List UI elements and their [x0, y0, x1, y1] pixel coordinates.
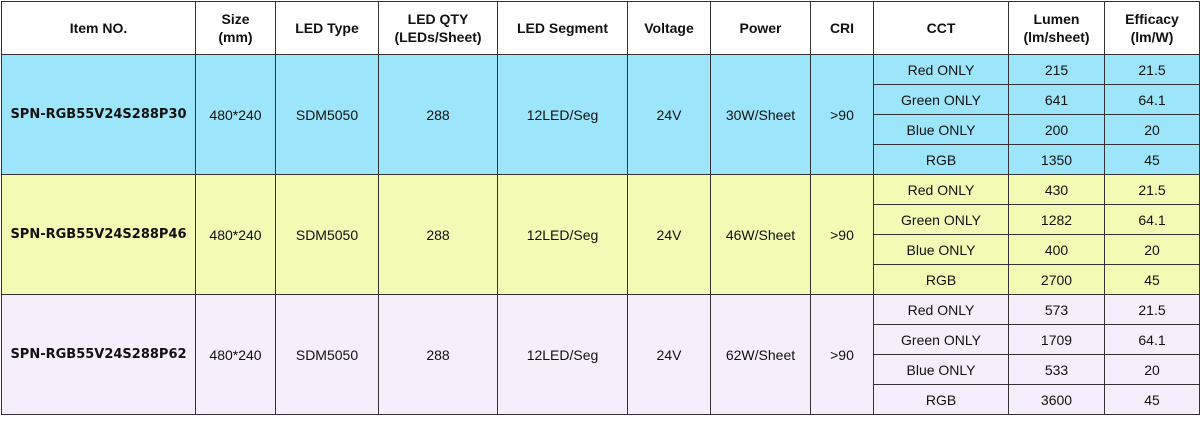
header-power: Power	[710, 1, 811, 55]
cell-power: 46W/Sheet	[710, 174, 811, 295]
header-cri: CRI	[810, 1, 874, 55]
cell-lumen: 1350	[1008, 144, 1105, 175]
cell-cct: RGB	[873, 384, 1009, 415]
header-led-segment: LED Segment	[497, 1, 628, 55]
cell-efficacy: 45	[1104, 264, 1200, 295]
cell-lumen: 533	[1008, 354, 1105, 385]
cell-cct: Blue ONLY	[873, 114, 1009, 145]
cell-lumen: 215	[1008, 54, 1105, 85]
spec-table: Item NO. Size (mm) LED Type LED QTY (LEDs/S…	[1, 1, 1200, 415]
cell-efficacy: 20	[1104, 354, 1200, 385]
cell-lumen: 3600	[1008, 384, 1105, 415]
header-row: Item NO. Size (mm) LED Type LED QTY (LEDs/S…	[1, 1, 1200, 55]
cell-cct: Red ONLY	[873, 54, 1009, 85]
cell-cct: RGB	[873, 144, 1009, 175]
cell-lumen: 430	[1008, 174, 1105, 205]
cell-efficacy: 20	[1104, 114, 1200, 145]
cell-cri: >90	[810, 54, 874, 175]
cell-led-type: SDM5050	[275, 174, 379, 295]
cell-lumen: 200	[1008, 114, 1105, 145]
cell-item: SPN-RGB55V24S288P46	[1, 174, 196, 295]
cell-cri: >90	[810, 174, 874, 295]
cell-cct: Green ONLY	[873, 204, 1009, 235]
cell-efficacy: 45	[1104, 144, 1200, 175]
header-efficacy: Efficacy (lm/W)	[1104, 1, 1200, 55]
cell-led-type: SDM5050	[275, 54, 379, 175]
cell-led-qty: 288	[378, 174, 498, 295]
cell-power: 30W/Sheet	[710, 54, 811, 175]
cell-cct: Red ONLY	[873, 174, 1009, 205]
cell-cri: >90	[810, 294, 874, 415]
header-led-type: LED Type	[275, 1, 379, 55]
cell-lumen: 400	[1008, 234, 1105, 265]
cell-efficacy: 20	[1104, 234, 1200, 265]
cell-lumen: 1709	[1008, 324, 1105, 355]
cell-voltage: 24V	[627, 294, 711, 415]
cell-lumen: 641	[1008, 84, 1105, 115]
cell-efficacy: 64.1	[1104, 324, 1200, 355]
cell-lumen: 2700	[1008, 264, 1105, 295]
cell-voltage: 24V	[627, 174, 711, 295]
cell-efficacy: 21.5	[1104, 174, 1200, 205]
cell-lumen: 1282	[1008, 204, 1105, 235]
cell-segment: 12LED/Seg	[497, 174, 628, 295]
header-cct: CCT	[873, 1, 1009, 55]
cell-item: SPN-RGB55V24S288P62	[1, 294, 196, 415]
cell-cct: RGB	[873, 264, 1009, 295]
cell-voltage: 24V	[627, 54, 711, 175]
table-row: SPN-RGB55V24S288P46 480*240 SDM5050 288 12LE…	[1, 174, 1200, 295]
header-led-qty: LED QTY (LEDs/Sheet)	[378, 1, 498, 55]
cell-lumen: 573	[1008, 294, 1105, 325]
cell-power: 62W/Sheet	[710, 294, 811, 415]
header-size: Size (mm)	[195, 1, 276, 55]
cell-size: 480*240	[195, 174, 276, 295]
cell-cct: Red ONLY	[873, 294, 1009, 325]
cell-led-type: SDM5050	[275, 294, 379, 415]
cell-cct: Blue ONLY	[873, 354, 1009, 385]
cell-cct: Green ONLY	[873, 84, 1009, 115]
cell-cct: Blue ONLY	[873, 234, 1009, 265]
table-row: SPN-RGB55V24S288P30 480*240 SDM5050 288 12LE…	[1, 54, 1200, 175]
cell-led-qty: 288	[378, 294, 498, 415]
table-row: SPN-RGB55V24S288P62 480*240 SDM5050 288 12LE…	[1, 294, 1200, 415]
cell-segment: 12LED/Seg	[497, 294, 628, 415]
cell-size: 480*240	[195, 294, 276, 415]
cell-led-qty: 288	[378, 54, 498, 175]
cell-efficacy: 21.5	[1104, 294, 1200, 325]
cell-item: SPN-RGB55V24S288P30	[1, 54, 196, 175]
header-voltage: Voltage	[627, 1, 711, 55]
header-item-no: Item NO.	[1, 1, 196, 55]
cell-cct: Green ONLY	[873, 324, 1009, 355]
cell-segment: 12LED/Seg	[497, 54, 628, 175]
cell-efficacy: 64.1	[1104, 84, 1200, 115]
cell-efficacy: 64.1	[1104, 204, 1200, 235]
cell-efficacy: 21.5	[1104, 54, 1200, 85]
cell-efficacy: 45	[1104, 384, 1200, 415]
cell-size: 480*240	[195, 54, 276, 175]
header-lumen: Lumen (lm/sheet)	[1008, 1, 1105, 55]
